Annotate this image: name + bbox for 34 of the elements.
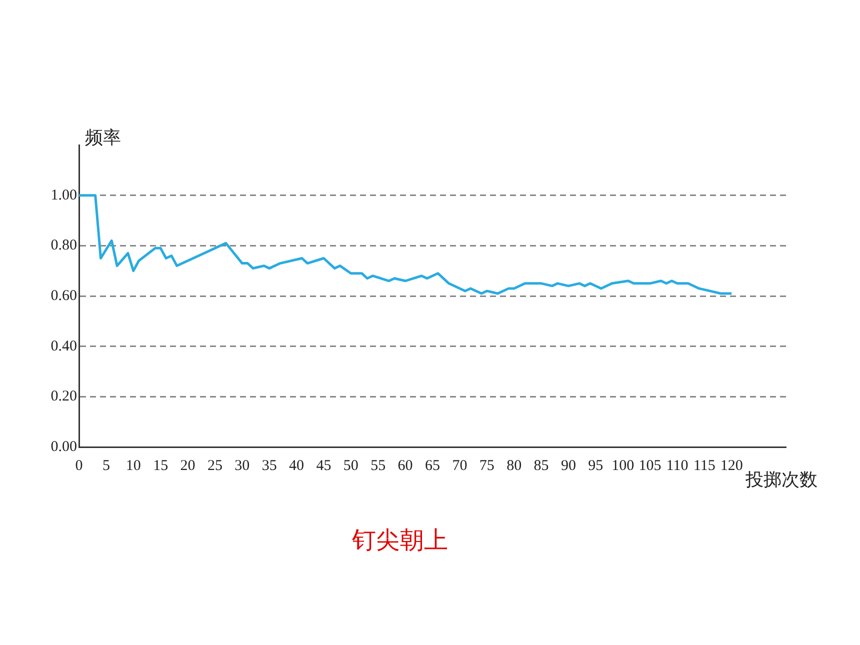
x-tick-label: 35	[262, 458, 277, 474]
x-tick-label: 25	[207, 458, 222, 474]
y-axis-title: 频率	[85, 128, 121, 149]
y-tick-label: 0.80	[50, 238, 77, 254]
x-tick-label: 75	[479, 458, 494, 474]
y-tick-label: 1.00	[50, 187, 77, 204]
x-tick-label: 90	[560, 458, 576, 474]
x-tick-label: 70	[452, 458, 468, 474]
x-tick-label: 110	[666, 458, 688, 474]
text: 钉尖朝上	[351, 525, 449, 556]
x-tick-label: 85	[534, 458, 549, 474]
x-tick-label: 80	[506, 458, 522, 474]
x-tick-label: 60	[398, 458, 413, 474]
x-tick-label: 40	[289, 458, 304, 474]
x-tick-label: 105	[638, 458, 662, 474]
x-tick-label: 120	[720, 458, 743, 474]
y-tick-label: 0.60	[50, 288, 77, 304]
x-tick-label: 95	[588, 458, 604, 474]
x-axis-title: 投掷次数	[744, 470, 818, 491]
x-tick-label: 50	[343, 458, 358, 474]
x-tick-label: 0	[75, 458, 83, 474]
y-tick-label: 0.40	[50, 338, 77, 354]
x-tick-label: 15	[153, 458, 168, 474]
x-tick-label: 20	[180, 458, 196, 474]
x-tick-label: 100	[612, 458, 634, 474]
x-tick-label: 115	[693, 458, 716, 474]
x-tick-label: 45	[316, 458, 332, 474]
y-tick-label: 0.20	[50, 388, 77, 405]
y-tick-label: 0.00	[50, 438, 77, 455]
x-tick-label: 5	[102, 458, 110, 474]
x-tick-label: 30	[234, 458, 250, 474]
x-tick-label: 55	[370, 458, 386, 474]
x-tick-label: 65	[425, 458, 440, 474]
x-tick-label: 10	[126, 458, 141, 474]
